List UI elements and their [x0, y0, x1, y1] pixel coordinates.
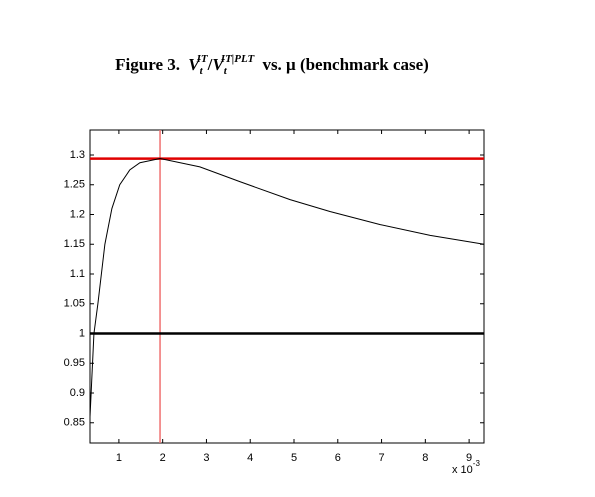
x-tick-label: 6 — [335, 452, 341, 464]
x-tick-label: 3 — [203, 452, 209, 464]
title-part: V — [212, 55, 225, 74]
title-part: t — [224, 65, 228, 77]
x-tick-label: 8 — [422, 452, 428, 464]
x-tick-label: 7 — [378, 452, 384, 464]
data-line — [89, 158, 485, 417]
chart-title: Figure 3. VtIT/VtIT|PLT vs. μ (benchmark… — [115, 48, 429, 77]
title-part: / — [207, 55, 213, 74]
x-exponent-base: x 10 — [452, 464, 473, 476]
x-exponent: x 10-3 — [452, 459, 480, 476]
x-tick-label: 9 — [466, 452, 472, 464]
y-tick-label: 0.85 — [64, 417, 85, 429]
y-tick-label: 1 — [79, 327, 85, 339]
title-part: IT|PLT — [220, 53, 256, 65]
y-tick-label: 1.2 — [70, 208, 85, 220]
title-part: Figure 3. — [115, 55, 180, 74]
title-part: V — [188, 55, 201, 74]
y-tick-label: 1.15 — [64, 238, 85, 250]
title-part: vs. μ (benchmark case) — [262, 55, 428, 74]
x-tick-label: 4 — [247, 452, 253, 464]
plot-frame — [89, 129, 485, 444]
y-tick-label: 0.95 — [64, 357, 85, 369]
x-tick-label: 1 — [116, 452, 122, 464]
x-tick-label: 5 — [291, 452, 297, 464]
x-tick-label: 2 — [160, 452, 166, 464]
y-tick-label: 1.25 — [64, 179, 85, 191]
y-tick-label: 1.3 — [70, 149, 85, 161]
y-tick-label: 0.9 — [70, 387, 85, 399]
x-exponent-power: -3 — [473, 459, 481, 468]
title-part: IT — [196, 53, 209, 65]
title-part: t — [200, 65, 204, 77]
y-tick-label: 1.1 — [70, 268, 85, 280]
y-tick-label: 1.05 — [64, 298, 85, 310]
